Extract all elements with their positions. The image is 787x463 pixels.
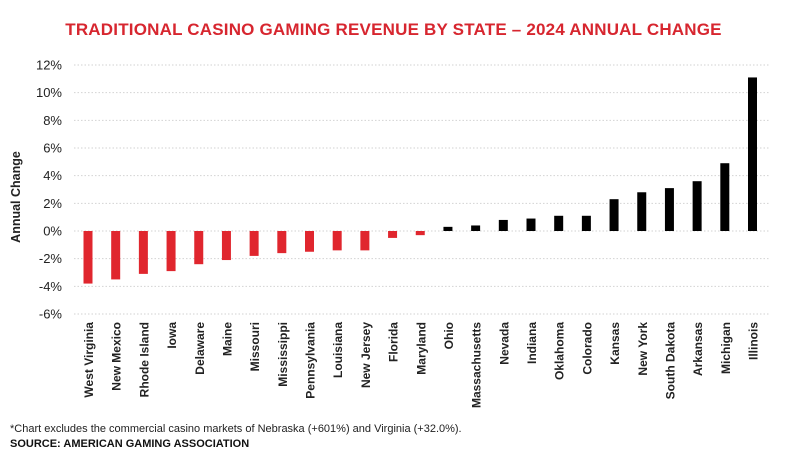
x-tick-label: Colorado	[580, 322, 594, 375]
x-tick-label: Oklahoma	[553, 322, 567, 380]
x-tick-label: Mississippi	[276, 322, 290, 387]
y-tick-label: 8%	[43, 113, 62, 128]
x-tick-label: Missouri	[248, 322, 262, 371]
y-tick-label: 0%	[43, 224, 62, 239]
source-note: SOURCE: AMERICAN GAMING ASSOCIATION	[10, 438, 250, 450]
x-tick-labels: West Virginia New Mexico Rhode Island Iowa D…	[82, 322, 761, 408]
x-tick-label: New Mexico	[110, 322, 124, 391]
y-tick-labels: 12% 10% 8% 6% 4% 2% 0% -2% -4% -6%	[36, 58, 62, 322]
bar-colorado	[581, 215, 591, 231]
bar-oklahoma	[554, 215, 564, 231]
x-tick-label: Nevada	[497, 322, 511, 365]
bar-indiana	[526, 218, 536, 231]
x-tick-label: Louisiana	[331, 322, 345, 378]
x-tick-label: Indiana	[525, 322, 539, 364]
bar-iowa	[166, 231, 176, 272]
y-tick-label: 4%	[43, 168, 62, 183]
bar-mississippi	[277, 231, 287, 254]
bar-louisiana	[332, 231, 342, 251]
y-tick-label: 12%	[36, 58, 62, 73]
footnote: *Chart excludes the commercial casino ma…	[10, 423, 462, 435]
bar-illinois	[748, 77, 757, 231]
bar-missouri	[249, 231, 259, 256]
bars	[83, 77, 757, 284]
y-tick-label: -6%	[39, 307, 63, 322]
bar-rhode-island	[138, 231, 148, 274]
bar-nevada	[498, 219, 508, 231]
x-tick-label: Maryland	[414, 322, 428, 375]
y-tick-label: 6%	[43, 141, 62, 156]
bar-new-york	[637, 192, 647, 231]
bar-florida	[388, 231, 398, 238]
y-tick-label: -4%	[39, 279, 63, 294]
bar-chart: 12%10%8%6%4%2%0%-2%-4%-6% Annual Change …	[9, 58, 770, 408]
bar-michigan	[720, 163, 730, 231]
bar-ohio	[443, 226, 453, 231]
x-tick-label: Arkansas	[691, 322, 705, 376]
x-tick-label: New York	[636, 322, 650, 376]
x-tick-label: Michigan	[719, 322, 733, 374]
bar-south-dakota	[664, 188, 674, 231]
x-tick-label: Maine	[220, 322, 234, 356]
x-tick-label: Florida	[387, 322, 401, 362]
x-tick-label: Kansas	[608, 322, 622, 365]
x-tick-label: Pennsylvania	[304, 322, 318, 399]
bar-new-mexico	[111, 231, 121, 280]
bar-maine	[221, 231, 231, 261]
x-tick-label: West Virginia	[82, 322, 96, 398]
x-tick-label: Illinois	[747, 322, 761, 360]
y-axis-label: Annual Change	[9, 151, 23, 243]
x-tick-label: South Dakota	[663, 322, 677, 400]
x-tick-label: Rhode Island	[137, 322, 151, 397]
x-tick-label: Iowa	[165, 322, 179, 349]
bar-kansas	[609, 199, 619, 231]
x-tick-label: Ohio	[442, 322, 456, 349]
bar-new-jersey	[360, 231, 370, 251]
bar-west-virginia	[83, 231, 93, 284]
bar-delaware	[194, 231, 204, 265]
bar-arkansas	[692, 181, 702, 231]
chart-title: TRADITIONAL CASINO GAMING REVENUE BY STA…	[65, 20, 722, 39]
x-tick-label: Massachusetts	[470, 322, 484, 408]
bar-massachusetts	[471, 225, 481, 231]
x-tick-label: Delaware	[193, 322, 207, 375]
bar-maryland	[415, 231, 425, 236]
y-tick-label: 2%	[43, 196, 62, 211]
x-tick-label: New Jersey	[359, 322, 373, 388]
y-tick-label: 10%	[36, 85, 62, 100]
y-tick-label: -2%	[39, 251, 63, 266]
bar-pennsylvania	[305, 231, 314, 252]
